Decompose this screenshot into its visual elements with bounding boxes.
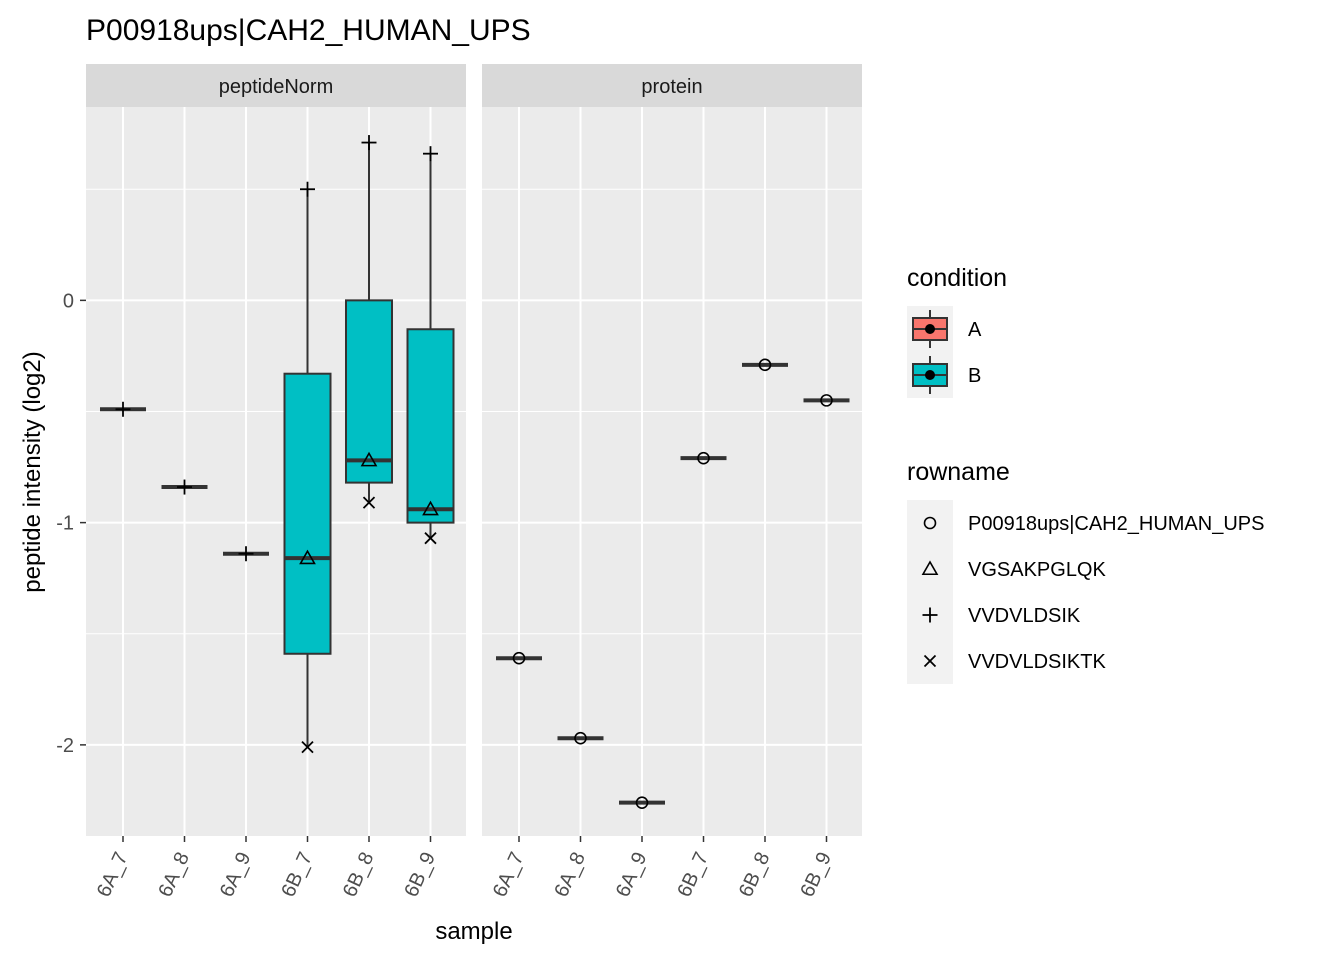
chart-title: P00918ups|CAH2_HUMAN_UPS [86, 14, 531, 47]
box-body [406, 328, 455, 524]
panel-background [482, 107, 862, 836]
facet-strip-label: peptideNorm [219, 76, 334, 98]
legend-title: condition [907, 264, 1007, 292]
point-circle [512, 651, 526, 665]
panel-background [86, 107, 466, 836]
box-body [345, 299, 393, 484]
box-6B_7 [283, 189, 332, 748]
legend-key-dot [925, 324, 935, 334]
x-tick-label: 6A_9 [612, 849, 652, 901]
point-cross-b [424, 532, 437, 545]
legend-key-bg [907, 546, 953, 592]
x-tick-label: 6B_8 [735, 849, 775, 901]
x-tick-label: 6A_7 [489, 849, 529, 901]
point-plus [300, 181, 315, 197]
legend-label: A [968, 319, 982, 341]
x-axis-label: sample [435, 918, 512, 945]
facet-panel-peptideNorm: peptideNorm 6A_7 6A_8 6A_9 6B_7 6B_8 6B_9 [86, 64, 466, 900]
legend-label: P00918ups|CAH2_HUMAN_UPS [968, 513, 1264, 535]
point-triangle [422, 500, 439, 516]
point-circle [574, 731, 587, 745]
legend-condition: condition A B [907, 264, 1007, 398]
y-axis: 0 -1 -2 [56, 290, 86, 757]
legend-item-rowname-triangle: VGSAKPGLQK [907, 546, 1106, 592]
point-cross [362, 496, 376, 509]
point-triangle [299, 549, 316, 565]
legend-item-rowname-circle: P00918ups|CAH2_HUMAN_UPS [907, 500, 1264, 546]
y-tick-label: -2 [56, 735, 74, 757]
box-body [283, 372, 332, 655]
legend-rowname: rowname P00918ups|CAH2_HUMAN_UPS VGSAKPGLQ… [907, 458, 1264, 684]
box-6B_8 [345, 142, 393, 503]
facet-strip-label: protein [641, 76, 702, 98]
legend-key-plus [922, 607, 938, 623]
x-tick-label: 6A_8 [550, 849, 590, 901]
legend-key-triangle [921, 560, 939, 576]
legend-key-cross [923, 654, 937, 668]
legend-item-condition-B: B [907, 352, 981, 398]
point-circle [820, 394, 833, 407]
legend-label: VVDVLDSIK [968, 605, 1081, 627]
legend-label: VGSAKPGLQK [968, 559, 1106, 581]
point-circle [635, 796, 649, 809]
legend-key-bg [907, 500, 953, 546]
legend-label: VVDVLDSIKTK [968, 651, 1106, 673]
legend-item-rowname-cross: VVDVLDSIKTK [907, 638, 1106, 684]
legend-key-circle [923, 516, 937, 530]
x-tick-label: 6B_8 [339, 849, 379, 901]
point-circle [758, 358, 772, 372]
point-triangle [360, 451, 378, 467]
point-plus [115, 401, 131, 417]
x-tick-label: 6B_9 [400, 849, 440, 901]
point-cross [301, 740, 314, 754]
x-tick-label: 6B_7 [277, 849, 317, 901]
facet-panels: 0 -1 -2 peptideNorm 6A_7 6A_8 6A_9 6B_7 6B_8 6B_9… [56, 64, 862, 900]
point-cross [424, 532, 437, 545]
x-tick-label: 6B_7 [673, 849, 713, 901]
point-plus [238, 546, 254, 562]
box-6B_9 [406, 153, 455, 539]
x-tick-label: 6A_7 [93, 849, 133, 901]
facet-strip [482, 64, 862, 107]
legend-title: rowname [907, 458, 1010, 486]
y-tick-label: -1 [56, 513, 74, 535]
x-tick-label: 6A_8 [154, 849, 194, 901]
point-plus [423, 146, 438, 162]
legend-item-rowname-plus: VVDVLDSIK [907, 592, 1081, 638]
x-tick-label: 6B_9 [796, 849, 836, 901]
x-tick-label: 6A_9 [216, 849, 256, 901]
point-circle [697, 451, 710, 465]
legend-key-dot [925, 370, 935, 380]
legend-item-condition-A: A [907, 306, 982, 352]
y-axis-label: peptide intensity (log2) [19, 351, 46, 592]
point-cross-b [301, 740, 314, 754]
legend-key-cross-b [923, 654, 937, 668]
y-tick-label: 0 [63, 290, 74, 312]
facet-strip [86, 64, 466, 107]
facet-panel-protein: protein 6A_7 6A_8 6A_9 6B_7 6B_8 6B_9 [482, 64, 862, 900]
legend-label: B [968, 365, 981, 387]
point-plus [361, 135, 377, 151]
point-plus [177, 479, 192, 495]
point-cross-b [362, 496, 376, 509]
